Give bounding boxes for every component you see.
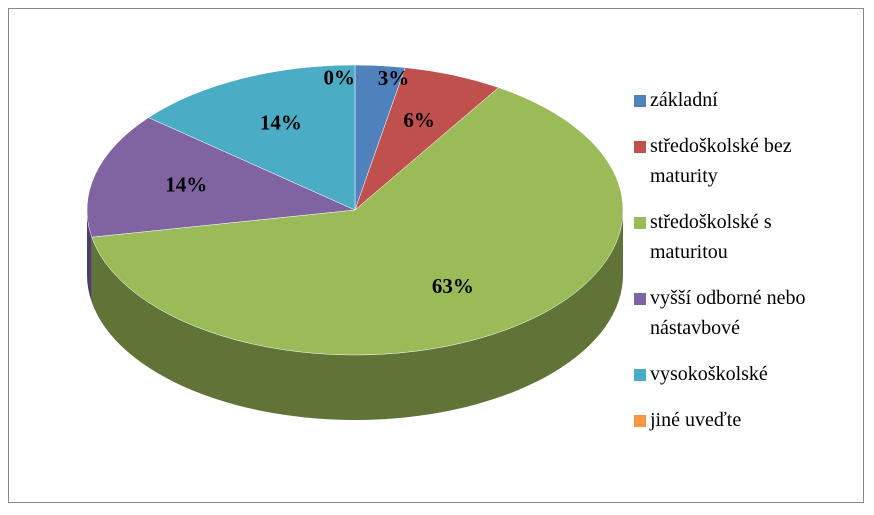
data-label: 14% bbox=[165, 172, 207, 196]
legend-swatch bbox=[634, 217, 646, 229]
legend-label: základní bbox=[650, 89, 718, 111]
legend-entry: základní bbox=[634, 85, 854, 115]
legend: základní středoškolské bez maturity středo… bbox=[634, 85, 854, 451]
legend-label: středoškolské bez maturity bbox=[650, 135, 792, 187]
data-label: 6% bbox=[403, 108, 435, 132]
legend-entry: vyšší odborné nebo nástavbové bbox=[634, 283, 854, 343]
data-label: 0% bbox=[324, 65, 356, 89]
legend-label: středoškolské s maturitou bbox=[650, 211, 772, 263]
legend-entry: středoškolské bez maturity bbox=[634, 131, 854, 191]
slice-side bbox=[87, 210, 92, 303]
legend-label: vysokoškolské bbox=[650, 363, 768, 385]
data-label: 14% bbox=[260, 111, 302, 135]
slice bbox=[147, 64, 356, 211]
slice bbox=[86, 117, 356, 238]
slice-side bbox=[91, 210, 624, 421]
legend-entry: vysokoškolské bbox=[634, 359, 854, 389]
chart-frame bbox=[8, 8, 864, 503]
legend-label: jiné uveďte bbox=[650, 409, 742, 431]
legend-swatch bbox=[634, 141, 646, 153]
slice bbox=[91, 87, 624, 356]
legend-swatch bbox=[634, 369, 646, 381]
legend-entry: jiné uveďte bbox=[634, 405, 854, 435]
legend-swatch bbox=[634, 293, 646, 305]
legend-swatch bbox=[634, 415, 646, 427]
legend-swatch bbox=[634, 95, 646, 107]
legend-entry: středoškolské s maturitou bbox=[634, 207, 854, 267]
legend-label: vyšší odborné nebo nástavbové bbox=[650, 287, 806, 339]
data-label: 63% bbox=[432, 274, 474, 298]
data-label: 3% bbox=[378, 66, 410, 90]
